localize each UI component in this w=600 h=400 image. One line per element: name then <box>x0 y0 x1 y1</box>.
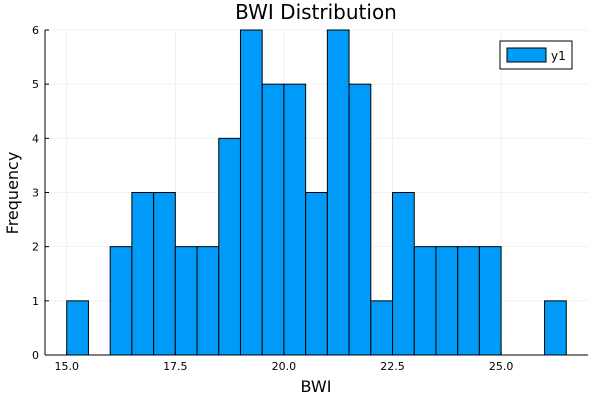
y-tick-label: 2 <box>32 241 39 254</box>
legend-label-y1: y1 <box>551 49 566 63</box>
x-tick-label: 15.0 <box>54 360 79 373</box>
histogram-bar <box>392 192 415 356</box>
histogram-bar <box>478 246 502 356</box>
y-tick-label: 4 <box>32 132 39 145</box>
ticks-layer: 15.0 17.5 20.0 22.5 25.0 0 1 2 3 4 5 6 <box>32 24 513 373</box>
legend-swatch <box>506 47 547 63</box>
y-tick-label: 5 <box>32 78 39 91</box>
histogram-bar <box>348 83 372 356</box>
x-tick-label: 22.5 <box>380 360 405 373</box>
histogram-bar <box>305 192 328 356</box>
histogram-bar <box>435 246 459 356</box>
histogram-bar <box>413 246 437 356</box>
y-axis-label: Frequency <box>3 152 22 235</box>
legend: y1 <box>499 40 573 70</box>
histogram-bar <box>66 300 89 356</box>
x-tick-label: 17.5 <box>163 360 188 373</box>
chart-title: BWI Distribution <box>235 0 397 24</box>
histogram-bar <box>239 29 263 356</box>
y-tick-label: 1 <box>32 295 39 308</box>
y-tick-label: 6 <box>32 24 39 37</box>
x-axis-label: BWI <box>301 377 332 396</box>
histogram-bar <box>283 83 307 356</box>
histogram-bar <box>544 300 567 356</box>
y-tick-label: 3 <box>32 187 39 200</box>
histogram-bar <box>109 246 133 356</box>
histogram-bar <box>131 192 155 356</box>
histogram-bar <box>174 246 198 356</box>
histogram-bar <box>196 246 220 356</box>
histogram-bar <box>261 83 285 356</box>
x-tick-label: 25.0 <box>489 360 514 373</box>
y-tick-label: 0 <box>32 349 39 362</box>
histogram-bar <box>326 29 350 356</box>
x-tick-label: 20.0 <box>272 360 297 373</box>
histogram-bar <box>153 192 176 356</box>
histogram-bar <box>370 300 394 356</box>
histogram-bar <box>218 137 241 356</box>
histogram-bar <box>457 246 480 356</box>
